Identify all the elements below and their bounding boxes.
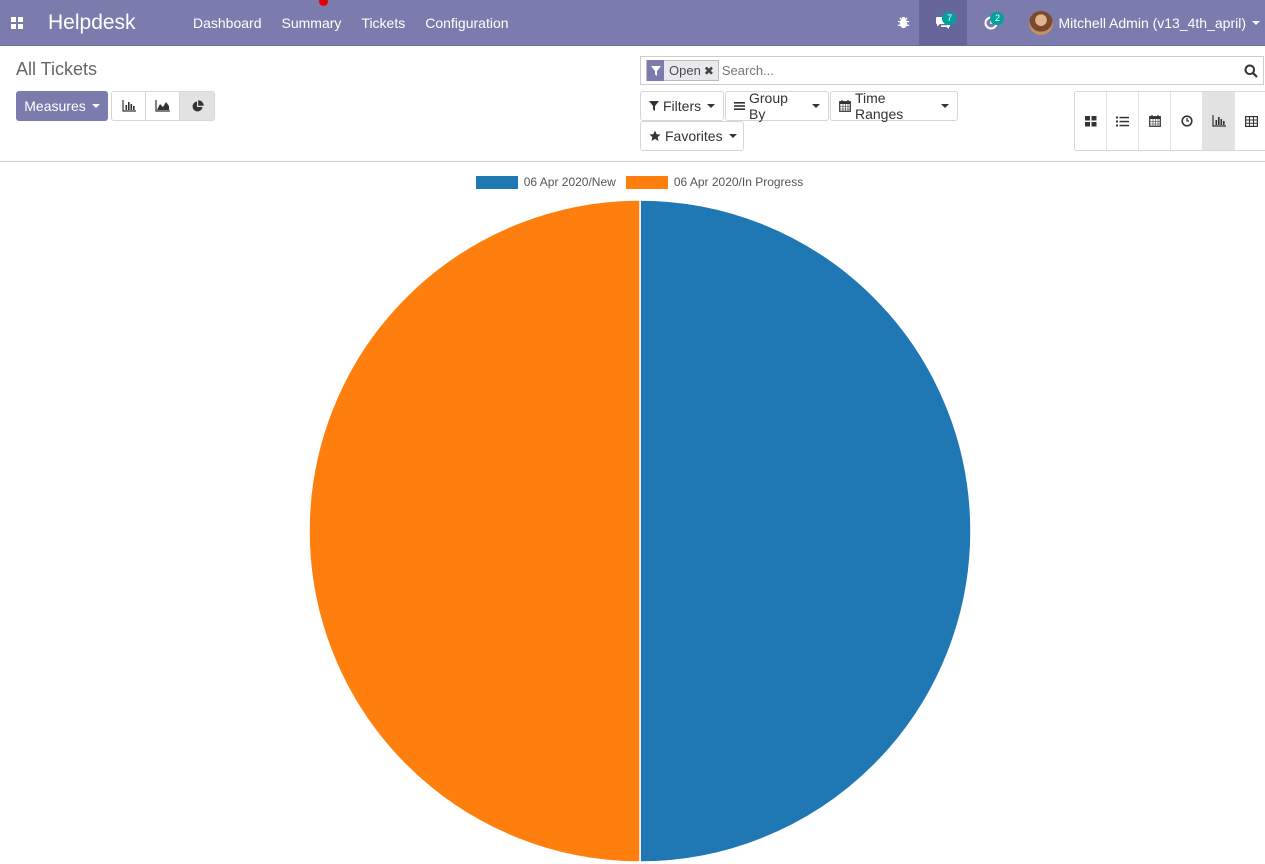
apps-grid-icon bbox=[11, 16, 23, 29]
star-icon bbox=[649, 130, 661, 142]
pie-chart-button[interactable] bbox=[180, 92, 214, 120]
time-ranges-button[interactable]: Time Ranges bbox=[830, 90, 958, 122]
messages-count-badge: 7 bbox=[942, 11, 957, 25]
legend-item-new[interactable]: 06 Apr 2020/New bbox=[475, 175, 616, 189]
table-icon bbox=[1244, 115, 1258, 127]
search-icon[interactable] bbox=[1239, 64, 1263, 78]
line-chart-button[interactable] bbox=[146, 92, 180, 120]
area-chart-icon bbox=[155, 100, 170, 112]
search-bar: Open ✖ bbox=[640, 56, 1264, 85]
legend-swatch-in-progress bbox=[625, 175, 668, 189]
page-title: All Tickets bbox=[16, 59, 98, 79]
group-by-button[interactable]: Group By bbox=[725, 90, 829, 122]
favorites-label: Favorites bbox=[665, 128, 723, 144]
search-input[interactable] bbox=[721, 58, 1239, 83]
graph-view-button[interactable] bbox=[1203, 92, 1235, 150]
time-ranges-label: Time Ranges bbox=[855, 90, 904, 122]
chevron-down-icon bbox=[91, 104, 100, 108]
activities-count-badge: 2 bbox=[990, 11, 1005, 25]
legend-label-new: 06 Apr 2020/New bbox=[523, 175, 616, 189]
legend-item-in-progress[interactable]: 06 Apr 2020/In Progress bbox=[625, 175, 804, 189]
filter-icon bbox=[649, 101, 659, 111]
cursor-dot bbox=[318, 0, 328, 6]
list-view-button[interactable] bbox=[1107, 92, 1139, 150]
facet-value: Open bbox=[669, 63, 701, 78]
measures-button[interactable]: Measures bbox=[16, 91, 108, 121]
group-by-label: Group By bbox=[749, 90, 788, 122]
debug-bug-icon[interactable] bbox=[887, 0, 919, 46]
menu-dashboard[interactable]: Dashboard bbox=[193, 14, 262, 31]
app-brand[interactable]: Helpdesk bbox=[48, 10, 136, 34]
activities-button[interactable]: 2 bbox=[967, 0, 1015, 46]
pie-slice-06-apr-2020-new[interactable] bbox=[639, 199, 972, 863]
bar-chart-icon bbox=[121, 100, 136, 112]
filters-label: Filters bbox=[663, 98, 702, 114]
bars-icon bbox=[734, 101, 745, 111]
measures-label: Measures bbox=[24, 98, 86, 114]
pie-chart bbox=[308, 199, 972, 863]
chevron-down-icon bbox=[728, 134, 737, 138]
kanban-icon bbox=[1084, 115, 1096, 126]
user-menu[interactable]: Mitchell Admin (v13_4th_april) bbox=[1015, 0, 1265, 46]
menu-configuration[interactable]: Configuration bbox=[425, 14, 509, 31]
messages-button[interactable]: 7 bbox=[919, 0, 968, 46]
apps-menu-button[interactable] bbox=[0, 0, 34, 46]
clock-icon bbox=[1180, 115, 1193, 127]
menu-summary-label: Summary bbox=[281, 14, 342, 31]
calendar-icon bbox=[839, 100, 851, 112]
list-icon bbox=[1116, 116, 1129, 126]
pie-chart-icon bbox=[192, 99, 204, 111]
chevron-down-icon bbox=[812, 104, 820, 108]
chart-type-group bbox=[111, 91, 215, 121]
legend-swatch-new bbox=[475, 175, 518, 189]
navbar-systray: 7 2 Mitchell Admin (v13_4th_april) bbox=[887, 0, 1265, 46]
chevron-down-icon bbox=[941, 104, 949, 108]
top-navbar: Helpdesk Dashboard Summary Tickets Confi… bbox=[0, 0, 1265, 46]
pie-slice-06-apr-2020-in-progress[interactable] bbox=[308, 199, 641, 863]
search-facet: Open ✖ bbox=[646, 60, 719, 81]
chevron-down-icon bbox=[1252, 20, 1260, 25]
control-panel-divider bbox=[0, 161, 1265, 162]
menu-tickets[interactable]: Tickets bbox=[361, 14, 406, 31]
user-name: Mitchell Admin (v13_4th_april) bbox=[1058, 14, 1246, 31]
calendar-view-button[interactable] bbox=[1139, 92, 1171, 150]
kanban-view-button[interactable] bbox=[1075, 92, 1107, 150]
main-menu: Dashboard Summary Tickets Configuration bbox=[183, 0, 519, 46]
menu-summary[interactable]: Summary bbox=[272, 0, 352, 46]
bar-chart-button[interactable] bbox=[112, 92, 146, 120]
chart-legend: 06 Apr 2020/New 06 Apr 2020/In Progress bbox=[0, 175, 1265, 189]
filter-icon bbox=[647, 60, 664, 81]
pivot-view-button[interactable] bbox=[1235, 92, 1265, 150]
close-icon[interactable]: ✖ bbox=[703, 63, 714, 78]
legend-label-in-progress: 06 Apr 2020/In Progress bbox=[673, 175, 804, 189]
bar-chart-icon bbox=[1211, 115, 1226, 127]
activity-view-button[interactable] bbox=[1171, 92, 1203, 150]
favorites-button[interactable]: Favorites bbox=[640, 121, 744, 151]
calendar-icon bbox=[1148, 115, 1161, 127]
view-switcher bbox=[1074, 91, 1265, 151]
filters-button[interactable]: Filters bbox=[640, 91, 724, 121]
chevron-down-icon bbox=[707, 104, 716, 108]
avatar bbox=[1029, 10, 1054, 35]
